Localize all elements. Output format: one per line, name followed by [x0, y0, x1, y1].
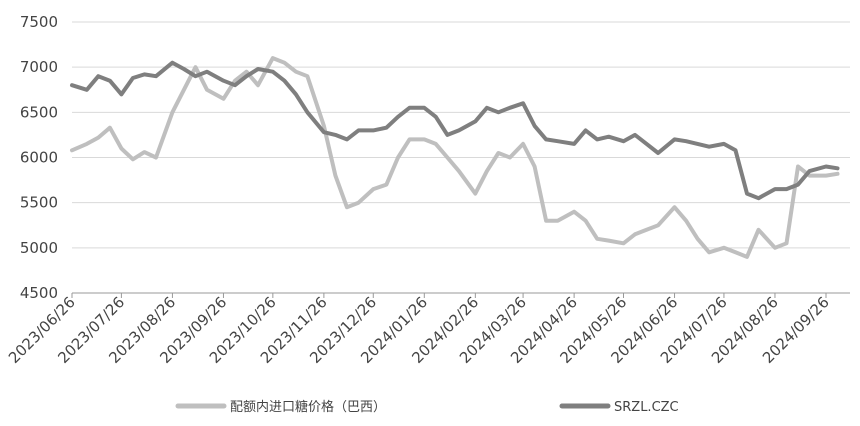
axes	[71, 293, 827, 298]
series-line-0	[70, 56, 840, 259]
legend-label-srzl: SRZL.CZC	[614, 400, 679, 415]
x-tick-labels: 2023/06/262023/07/262023/08/262023/09/26…	[5, 293, 833, 367]
series-lines	[70, 56, 840, 259]
legend: 配额内进口糖价格（巴西） SRZL.CZC	[175, 399, 679, 415]
y-tick-label: 5000	[20, 239, 58, 257]
y-tick-label: 7500	[20, 13, 58, 31]
y-tick-labels: 4500 5000 5500 6000 6500 7000 7500	[20, 13, 58, 302]
y-tick-label: 5500	[20, 194, 58, 212]
y-tick-label: 7000	[20, 58, 58, 76]
y-tick-label: 6000	[20, 149, 58, 167]
y-tick-label: 4500	[20, 284, 58, 302]
gridlines	[72, 21, 850, 294]
legend-label-quota-import-sugar: 配额内进口糖价格（巴西）	[230, 399, 386, 415]
y-tick-label: 6500	[20, 103, 58, 121]
series-line-1	[70, 60, 840, 201]
